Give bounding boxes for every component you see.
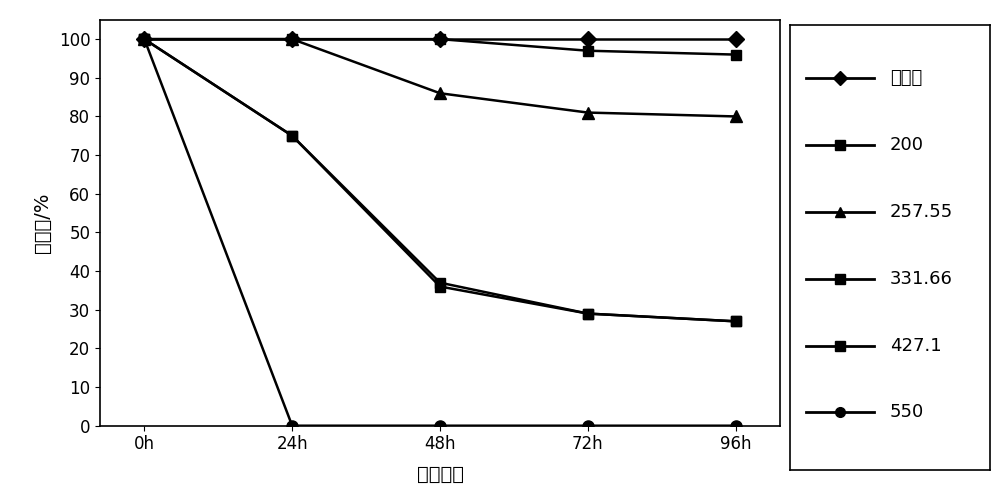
200 bbox=[434, 36, 446, 42]
257.55 bbox=[286, 36, 298, 42]
对照组 bbox=[582, 36, 594, 42]
257.55 bbox=[434, 90, 446, 96]
427.1 bbox=[730, 318, 742, 324]
257.55 bbox=[730, 113, 742, 119]
331.66 bbox=[730, 318, 742, 324]
550 bbox=[434, 423, 446, 429]
Text: 200: 200 bbox=[890, 136, 924, 154]
Text: 对照组: 对照组 bbox=[890, 69, 922, 87]
550 bbox=[582, 423, 594, 429]
550 bbox=[138, 36, 150, 42]
Line: 550: 550 bbox=[139, 34, 741, 431]
Line: 331.66: 331.66 bbox=[139, 34, 741, 326]
331.66 bbox=[286, 133, 298, 139]
257.55 bbox=[138, 36, 150, 42]
Line: 427.1: 427.1 bbox=[139, 34, 741, 326]
257.55 bbox=[582, 109, 594, 115]
427.1 bbox=[582, 311, 594, 317]
200 bbox=[286, 36, 298, 42]
331.66 bbox=[138, 36, 150, 42]
Text: 550: 550 bbox=[890, 403, 924, 421]
427.1 bbox=[138, 36, 150, 42]
427.1 bbox=[286, 133, 298, 139]
对照组 bbox=[434, 36, 446, 42]
Text: 331.66: 331.66 bbox=[890, 270, 953, 288]
Y-axis label: 存活率/%: 存活率/% bbox=[33, 193, 52, 253]
550 bbox=[730, 423, 742, 429]
X-axis label: 浸泡时间: 浸泡时间 bbox=[416, 464, 464, 484]
550 bbox=[286, 423, 298, 429]
对照组 bbox=[286, 36, 298, 42]
200 bbox=[582, 48, 594, 53]
Line: 对照组: 对照组 bbox=[139, 34, 741, 45]
Line: 200: 200 bbox=[139, 34, 741, 59]
331.66 bbox=[434, 280, 446, 286]
Text: 427.1: 427.1 bbox=[890, 337, 942, 354]
200 bbox=[730, 51, 742, 57]
对照组 bbox=[730, 36, 742, 42]
Text: 257.55: 257.55 bbox=[890, 203, 953, 221]
331.66 bbox=[582, 311, 594, 317]
200 bbox=[138, 36, 150, 42]
Line: 257.55: 257.55 bbox=[139, 34, 741, 122]
427.1 bbox=[434, 284, 446, 290]
对照组 bbox=[138, 36, 150, 42]
